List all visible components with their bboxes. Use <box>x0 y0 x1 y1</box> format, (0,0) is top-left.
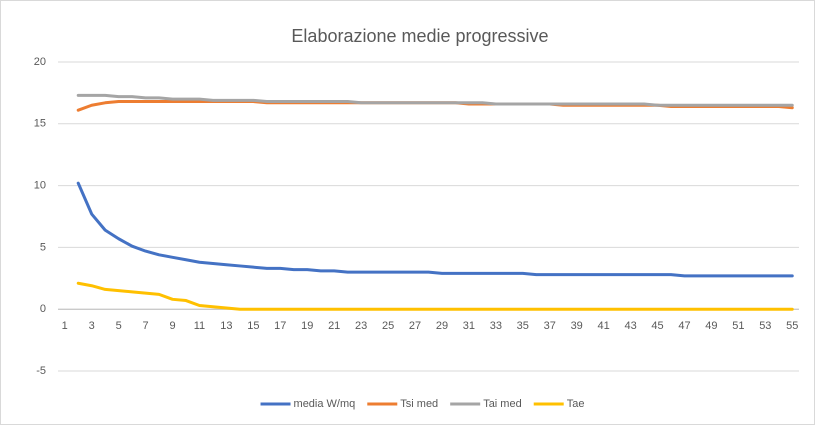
x-tick-label: 31 <box>463 320 475 332</box>
legend-label: Tsi med <box>400 398 438 410</box>
x-tick-label: 45 <box>651 320 663 332</box>
x-tick-label: 25 <box>382 320 394 332</box>
x-tick-label: 49 <box>705 320 717 332</box>
series-line <box>76 181 794 278</box>
x-tick-label: 27 <box>409 320 421 332</box>
x-tick-label: 13 <box>220 320 232 332</box>
x-tick-label: 21 <box>328 320 340 332</box>
x-tick-label: 33 <box>490 320 502 332</box>
x-tick-label: 41 <box>598 320 610 332</box>
x-tick-label: 47 <box>678 320 690 332</box>
x-tick-label: 35 <box>517 320 529 332</box>
x-tick-label: 55 <box>786 320 798 332</box>
x-tick-label: 15 <box>247 320 259 332</box>
y-tick-label: -5 <box>36 365 46 377</box>
y-tick-label: 5 <box>40 241 46 253</box>
legend-label: media W/mq <box>294 398 356 410</box>
x-tick-label: 37 <box>544 320 556 332</box>
legend-label: Tae <box>567 398 585 410</box>
y-tick-label: 0 <box>40 303 46 315</box>
x-tick-label: 5 <box>116 320 122 332</box>
y-tick-label: 15 <box>34 118 46 130</box>
legend-label: Tai med <box>483 398 522 410</box>
x-tick-label: 7 <box>143 320 149 332</box>
series-line <box>76 93 794 107</box>
series-line <box>76 281 794 311</box>
y-tick-label: 10 <box>34 180 46 192</box>
x-tick-label: 3 <box>89 320 95 332</box>
x-tick-label: 51 <box>732 320 744 332</box>
y-tick-label: 20 <box>34 56 46 68</box>
x-tick-label: 17 <box>274 320 286 332</box>
x-tick-label: 43 <box>624 320 636 332</box>
x-tick-label: 1 <box>62 320 68 332</box>
x-tick-label: 23 <box>355 320 367 332</box>
x-tick-label: 53 <box>759 320 771 332</box>
x-tick-label: 11 <box>194 320 205 332</box>
x-tick-label: 39 <box>571 320 583 332</box>
x-tick-label: 29 <box>436 320 448 332</box>
x-tick-label: 9 <box>169 320 175 332</box>
chart-title: Elaborazione medie progressive <box>291 26 548 46</box>
x-tick-label: 19 <box>301 320 313 332</box>
